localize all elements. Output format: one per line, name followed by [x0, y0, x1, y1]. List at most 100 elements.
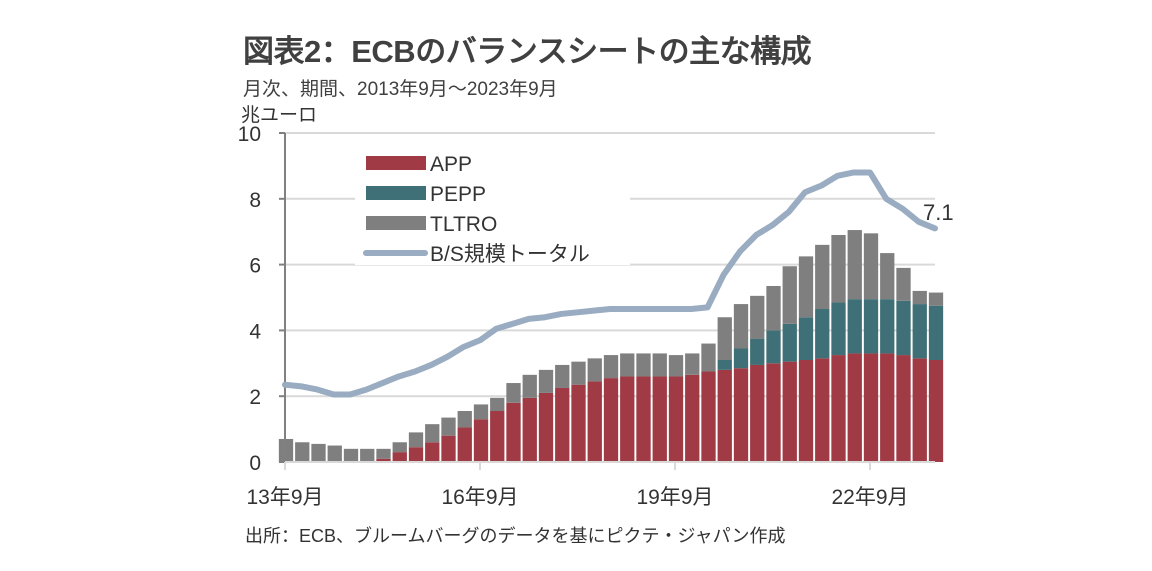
bar-tltro: [376, 448, 391, 459]
bar-app: [522, 397, 537, 462]
bar-app: [457, 427, 472, 462]
bar-app: [490, 411, 505, 462]
bar-app: [733, 368, 749, 462]
y-tick-label: 4: [249, 320, 261, 343]
y-tick-label: 8: [249, 189, 261, 212]
legend-label: B/S規模トータル: [430, 243, 590, 266]
bar-tltro: [831, 234, 846, 303]
bar-tltro: [587, 358, 602, 382]
bar-app: [376, 458, 391, 462]
bar-tltro: [408, 432, 424, 448]
bar-tltro: [896, 267, 911, 301]
legend-swatch-pepp: [366, 186, 426, 200]
bar-pepp: [831, 302, 846, 356]
bar-tltro: [490, 397, 505, 412]
bar-tltro: [473, 404, 489, 420]
bar-pepp: [733, 348, 749, 369]
bar-app: [652, 376, 667, 462]
bar-app: [912, 358, 927, 462]
bar-tltro: [571, 361, 586, 385]
y-tick-label: 6: [249, 255, 261, 278]
bar-tltro: [636, 353, 651, 377]
bar-tltro: [912, 290, 927, 305]
bar-tltro: [750, 295, 765, 339]
bar-pepp: [798, 317, 814, 361]
bar-tltro: [928, 292, 944, 306]
bar-tltro: [733, 304, 749, 349]
bar-pepp: [717, 360, 732, 370]
line-total: [282, 169, 938, 398]
bar-app: [798, 360, 814, 462]
bar-app: [425, 442, 440, 462]
x-tick-label: 13年9月: [246, 486, 323, 509]
bar-tltro: [701, 343, 716, 372]
x-tick-label: 19年9月: [636, 486, 713, 509]
bar-app: [750, 364, 765, 462]
total-line: [282, 169, 938, 398]
bar-app: [928, 360, 944, 462]
bar-tltro: [717, 317, 732, 361]
bar-app: [620, 376, 635, 462]
bar-app: [441, 435, 456, 462]
bar-app: [701, 371, 716, 462]
bar-app: [831, 355, 846, 462]
x-tick-label: 16年9月: [441, 486, 518, 509]
bar-tltro: [620, 353, 635, 377]
bar-app: [782, 361, 797, 462]
bar-pepp: [750, 338, 765, 365]
bar-pepp: [896, 300, 911, 356]
bar-app: [815, 358, 830, 462]
bar-tltro: [603, 355, 619, 379]
bar-app: [506, 402, 521, 462]
bar-tltro: [798, 256, 814, 318]
y-axis-unit: 兆ユーロ: [241, 104, 317, 126]
legend-label: APP: [430, 153, 472, 176]
bar-tltro: [506, 383, 521, 403]
legend-swatch-tltro: [366, 216, 426, 230]
bar-app: [571, 384, 586, 462]
bar-tltro: [457, 411, 472, 428]
bars: [278, 230, 944, 462]
bar-app: [538, 392, 554, 462]
bar-tltro: [522, 374, 537, 398]
bar-pepp: [912, 304, 927, 359]
bar-tltro: [782, 266, 797, 324]
bar-app: [473, 419, 489, 462]
bar-tltro: [425, 424, 440, 443]
bar-tltro: [538, 369, 554, 393]
bar-app: [717, 369, 732, 462]
y-tick-label: 2: [249, 386, 261, 409]
chart-subtitle: 月次、期間、2013年9月～2023年9月: [243, 79, 558, 100]
bar-tltro: [668, 355, 684, 377]
bar-app: [766, 363, 781, 462]
legend-label: PEPP: [430, 183, 486, 206]
bar-app: [408, 447, 424, 462]
bar-tltro: [847, 230, 862, 300]
bar-pepp: [928, 305, 944, 361]
bar-tltro: [685, 353, 700, 375]
bar-tltro: [327, 445, 342, 462]
bar-app: [603, 378, 619, 462]
bar-tltro: [652, 353, 667, 377]
bar-tltro: [880, 253, 895, 300]
bar-pepp: [815, 309, 830, 359]
axes: 0 2 4 6 8 10 13年9月 16年9月 19年9月 22年9月: [238, 123, 935, 509]
bar-app: [880, 353, 895, 462]
bar-app: [392, 452, 407, 462]
y-tick-label: 0: [249, 452, 261, 475]
bar-tltro: [441, 417, 456, 436]
legend-swatch-app: [366, 156, 426, 170]
bar-tltro: [295, 442, 310, 462]
bar-tltro: [863, 233, 879, 300]
bar-tltro: [311, 443, 326, 462]
bar-tltro: [360, 448, 375, 462]
bar-app: [668, 376, 684, 462]
bar-app: [847, 353, 862, 462]
legend-label: TLTRO: [430, 213, 497, 236]
bar-pepp: [766, 330, 781, 364]
bar-pepp: [880, 299, 895, 354]
bar-tltro: [343, 448, 359, 462]
bar-app: [896, 355, 911, 462]
bar-app: [636, 376, 651, 462]
